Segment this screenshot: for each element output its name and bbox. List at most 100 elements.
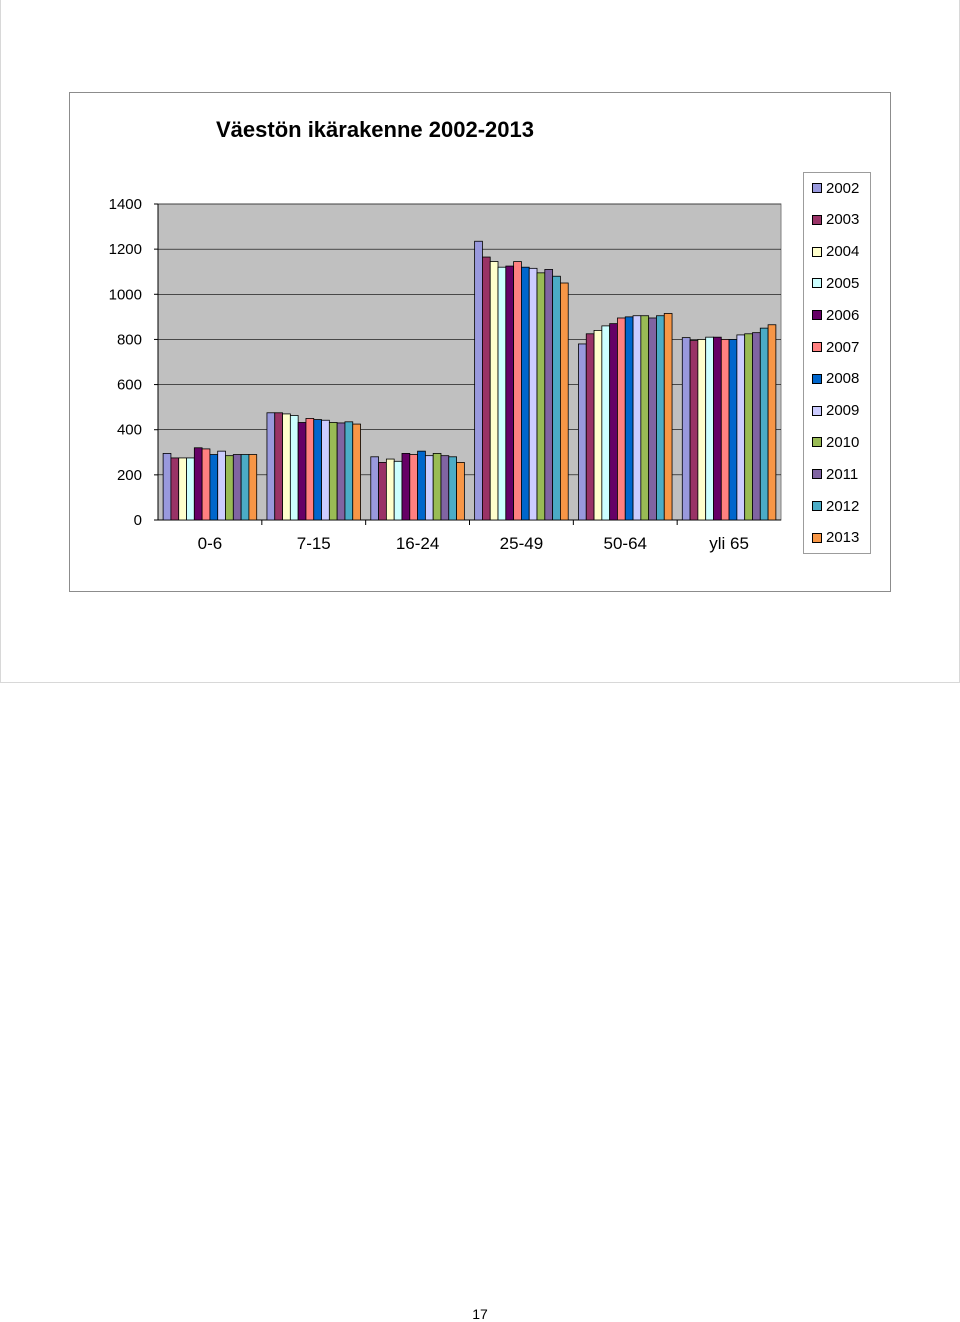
y-tick-label: 0 (134, 512, 142, 529)
legend-swatch (812, 246, 822, 257)
bar-2005-16-24 (393, 460, 403, 521)
bar-2008-25-49 (521, 266, 530, 521)
legend-label: 2011 (826, 465, 859, 483)
x-tick-label: 25-49 (500, 534, 543, 553)
bar-2003-0-6 (170, 457, 180, 521)
legend-swatch (812, 501, 822, 511)
legend-item-2006: 2006 (812, 305, 859, 325)
bar-2012-16-24 (448, 456, 457, 521)
bar-2011-25-49 (544, 269, 554, 521)
bar-2003-yli 65 (689, 340, 699, 521)
x-tick-label: yli 65 (709, 534, 749, 553)
bar-2002-50-64 (578, 343, 587, 521)
bar-2012-yli 65 (759, 327, 769, 521)
bar-2011-50-64 (648, 317, 657, 521)
bar-2005-yli 65 (705, 336, 714, 521)
bar-2013-yli 65 (767, 324, 777, 521)
legend-label: 2006 (826, 306, 860, 324)
bar-2008-yli 65 (728, 339, 738, 521)
bar-2009-7-15 (321, 419, 330, 521)
bar-2005-7-15 (289, 415, 299, 521)
bar-2006-25-49 (505, 265, 515, 521)
legend-item-2011: 2011 (812, 464, 858, 484)
y-tick-label: 600 (117, 377, 142, 394)
bar-2012-0-6 (240, 454, 250, 521)
legend-item-2004: 2004 (812, 242, 859, 262)
bar-2003-25-49 (482, 256, 491, 521)
bar-2003-16-24 (378, 462, 387, 521)
bar-2011-16-24 (440, 455, 450, 521)
bar-2009-50-64 (632, 315, 642, 521)
bar-2005-50-64 (601, 325, 611, 521)
legend-swatch (812, 183, 822, 193)
legend-swatch (812, 278, 822, 289)
bar-chart: 0 200 400 600 800 1000 1200 1400 0-6 7-15 16-24 25-… (109, 196, 782, 553)
bar-2013-25-49 (560, 282, 569, 521)
bar-2007-16-24 (409, 454, 418, 521)
bar-2008-50-64 (624, 316, 634, 521)
y-tick-label: 1200 (109, 241, 142, 258)
bar-2012-25-49 (552, 275, 561, 521)
x-tick-label: 16-24 (396, 534, 439, 553)
y-tick-label: 400 (117, 422, 142, 439)
x-tick-label: 7-15 (297, 534, 331, 553)
legend-label: 2007 (826, 338, 860, 356)
bar-2004-0-6 (178, 457, 187, 521)
y-tick-label: 800 (117, 331, 142, 348)
legend-item-2008: 2008 (812, 369, 859, 389)
bar-2013-7-15 (352, 423, 361, 521)
bar-2008-16-24 (417, 450, 426, 521)
bar-2010-25-49 (536, 272, 546, 521)
legend-swatch (812, 310, 822, 321)
bar-2007-50-64 (617, 317, 626, 521)
legend-label: 2005 (826, 274, 860, 292)
legend-label: 2008 (826, 370, 860, 388)
legend-label: 2013 (826, 529, 860, 547)
legend-item-2005: 2005 (812, 273, 859, 293)
bar-2008-0-6 (209, 454, 219, 521)
bar-2011-7-15 (336, 422, 346, 521)
y-tick-label: 200 (117, 467, 142, 484)
legend-swatch (812, 214, 822, 225)
legend-swatch (812, 342, 822, 352)
bar-2005-25-49 (497, 266, 507, 521)
bar-2004-yli 65 (697, 339, 707, 521)
bar-2011-0-6 (232, 454, 242, 521)
legend-item-2012: 2012 (812, 496, 859, 516)
bar-2003-7-15 (274, 412, 283, 521)
legend-label: 2010 (826, 433, 860, 451)
y-tick-label: 1000 (109, 286, 142, 303)
x-tick-label: 0-6 (198, 534, 223, 553)
bar-2004-50-64 (593, 329, 603, 521)
bar-2003-50-64 (585, 333, 595, 521)
legend-item-2013: 2013 (812, 528, 859, 548)
legend-label: 2012 (826, 497, 860, 515)
bar-2010-50-64 (640, 315, 650, 521)
legend-swatch (812, 405, 822, 416)
bar-2006-7-15 (297, 422, 307, 521)
bar-2004-16-24 (385, 458, 395, 521)
bar-2009-yli 65 (736, 334, 746, 521)
x-tick-label: 50-64 (604, 534, 647, 553)
legend-item-2002: 2002 (812, 178, 859, 198)
legend-label: 2003 (826, 211, 860, 229)
legend-item-2009: 2009 (812, 401, 859, 421)
bar-2009-0-6 (217, 450, 226, 521)
plot-area (157, 203, 782, 521)
bar-2006-0-6 (193, 447, 203, 521)
bar-2007-0-6 (201, 448, 211, 521)
chart-legend: 2002 2003 2004 2005 2006 2007 2008 2009 2010 2011… (803, 172, 871, 554)
bar-2009-25-49 (528, 267, 538, 521)
chart-title: Väestön ikärakenne 2002-2013 (216, 117, 534, 142)
chart-container: Väestön ikärakenne 2002-2013 0 200 400 600 8… (69, 92, 891, 592)
bar-2002-25-49 (474, 240, 483, 521)
page-number: 17 (472, 1306, 488, 1322)
bar-2002-yli 65 (681, 337, 691, 521)
bar-2013-16-24 (456, 462, 465, 521)
bar-2004-25-49 (489, 261, 499, 521)
bar-2012-50-64 (656, 315, 665, 521)
legend-swatch (812, 532, 822, 543)
bar-2010-7-15 (328, 422, 338, 521)
legend-swatch (812, 373, 822, 384)
bar-2007-yli 65 (720, 339, 730, 521)
